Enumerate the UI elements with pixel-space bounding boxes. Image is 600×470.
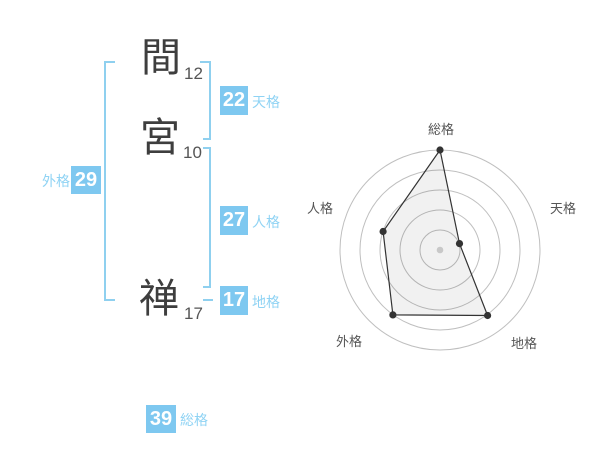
svg-text:総格: 総格: [428, 122, 454, 137]
svg-text:地格: 地格: [511, 336, 537, 351]
svg-text:人格: 人格: [307, 201, 333, 216]
svg-text:天格: 天格: [550, 201, 576, 216]
svg-text:外格: 外格: [336, 334, 362, 349]
